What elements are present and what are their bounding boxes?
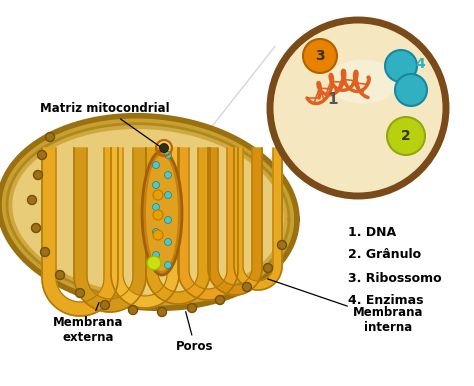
- Polygon shape: [146, 148, 210, 304]
- Circle shape: [188, 303, 197, 313]
- Circle shape: [153, 229, 159, 235]
- Circle shape: [164, 171, 172, 178]
- Polygon shape: [234, 148, 282, 290]
- Circle shape: [164, 261, 172, 269]
- Circle shape: [40, 247, 49, 257]
- Circle shape: [75, 288, 84, 298]
- Ellipse shape: [142, 151, 182, 275]
- Ellipse shape: [328, 59, 398, 103]
- Circle shape: [46, 132, 55, 142]
- Circle shape: [243, 283, 252, 291]
- Circle shape: [387, 117, 425, 155]
- Circle shape: [153, 181, 159, 188]
- Polygon shape: [13, 130, 283, 294]
- Circle shape: [164, 217, 172, 223]
- Circle shape: [31, 223, 40, 232]
- Text: Membrana
externa: Membrana externa: [53, 303, 123, 344]
- Circle shape: [27, 195, 36, 205]
- Circle shape: [164, 151, 172, 159]
- Polygon shape: [178, 148, 238, 300]
- Circle shape: [264, 264, 273, 273]
- Polygon shape: [7, 124, 289, 300]
- Text: 4: 4: [415, 57, 425, 71]
- Circle shape: [153, 252, 159, 259]
- Text: Membrana
interna: Membrana interna: [268, 279, 423, 334]
- Text: 2. Grânulo: 2. Grânulo: [348, 249, 421, 261]
- Text: 3: 3: [315, 49, 325, 63]
- Text: 2: 2: [401, 129, 411, 143]
- Text: 1. DNA: 1. DNA: [348, 225, 396, 239]
- Circle shape: [159, 144, 168, 152]
- Circle shape: [55, 271, 64, 279]
- Circle shape: [395, 74, 427, 106]
- Circle shape: [164, 191, 172, 198]
- Circle shape: [153, 210, 163, 220]
- Circle shape: [153, 161, 159, 169]
- Ellipse shape: [146, 155, 178, 271]
- Circle shape: [100, 300, 109, 310]
- Circle shape: [128, 305, 137, 315]
- Circle shape: [153, 203, 159, 210]
- Circle shape: [153, 190, 163, 200]
- Circle shape: [37, 151, 46, 159]
- Text: Poros: Poros: [176, 312, 214, 354]
- Text: 4. Enzimas: 4. Enzimas: [348, 295, 423, 308]
- Circle shape: [385, 50, 417, 82]
- Text: 1: 1: [328, 93, 338, 107]
- Circle shape: [157, 308, 166, 317]
- Circle shape: [277, 240, 286, 249]
- Polygon shape: [208, 148, 262, 295]
- Text: 3. Ribossomo: 3. Ribossomo: [348, 271, 442, 284]
- Text: Matriz mitocondrial: Matriz mitocondrial: [40, 102, 170, 146]
- Circle shape: [147, 256, 161, 270]
- Circle shape: [216, 296, 225, 305]
- Circle shape: [164, 239, 172, 245]
- Polygon shape: [111, 148, 179, 308]
- Circle shape: [303, 39, 337, 73]
- Polygon shape: [0, 116, 297, 308]
- Circle shape: [153, 230, 163, 240]
- Polygon shape: [42, 148, 118, 316]
- Circle shape: [270, 20, 446, 196]
- Circle shape: [34, 171, 43, 179]
- Polygon shape: [74, 148, 146, 312]
